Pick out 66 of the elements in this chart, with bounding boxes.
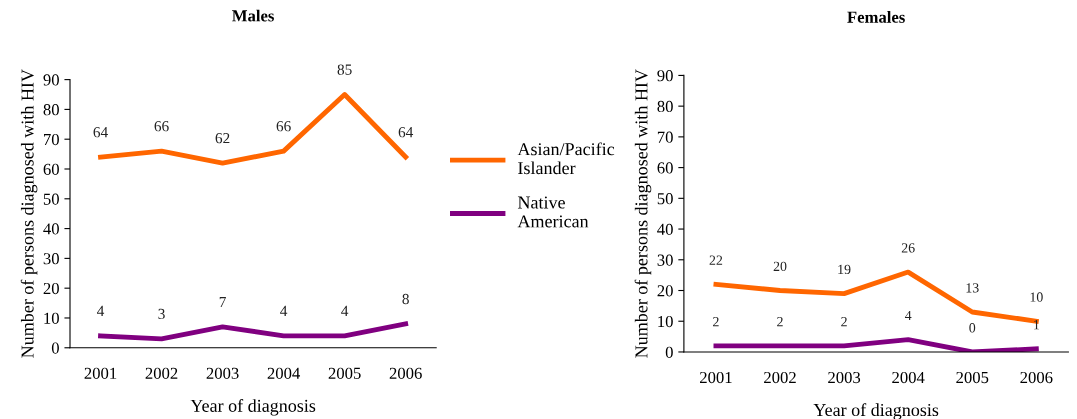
x-tick-label: 2004 [892,371,925,384]
x-tick-label: 2003 [828,371,861,384]
legend-label: Native American [517,196,589,228]
data-label: 0 [969,323,976,333]
chart-title: Males [232,9,274,22]
x-axis-title: Year of diagnosis [190,399,316,416]
x-tick-label: 2005 [328,367,361,379]
data-label: 64 [398,127,414,138]
data-label: 4 [341,305,349,316]
data-label: 13 [966,283,979,293]
data-label: 66 [276,121,291,132]
data-label: 8 [402,293,409,305]
data-label: 22 [709,255,723,265]
x-tick-label: 2002 [145,367,178,379]
y-tick-label: 90 [657,70,673,82]
y-tick-label: 70 [657,131,673,143]
data-label: 26 [901,243,915,253]
data-label: 4 [280,305,288,316]
y-tick-label: 70 [44,133,59,146]
y-tick-label: 0 [665,346,673,358]
x-tick-label: 2006 [389,367,422,379]
y-tick-label: 40 [657,223,673,235]
data-label: 66 [154,121,169,132]
data-label: 64 [93,127,108,138]
y-tick-label: 80 [43,104,59,116]
y-tick-label: 0 [51,342,59,354]
y-axis-title: Number of persons diagnosed with HIV [20,69,38,358]
y-tick-label: 60 [43,163,59,175]
x-tick-label: 2005 [956,371,989,384]
x-axis-title: Year of diagnosis [813,403,939,419]
x-tick-label: 2006 [1020,371,1053,384]
x-tick-label: 2003 [206,367,239,379]
y-axis-title: Number of persons diagnosed with HIV [634,69,652,358]
y-tick-label: 40 [43,223,59,235]
y-tick-label: 10 [44,312,59,324]
data-label: 20 [773,261,787,272]
data-label: 2 [841,316,847,327]
data-label: 3 [158,308,165,320]
data-label: 2 [777,316,783,327]
data-label: 19 [838,264,851,275]
line-series [98,321,409,342]
x-tick-label: 2001 [84,367,117,379]
data-label: 2 [713,316,719,327]
chart-title: Females [847,11,905,23]
data-label: 1 [1034,320,1039,330]
y-tick-label: 90 [43,74,59,86]
data-label: 10 [1030,292,1043,302]
y-tick-label: 50 [43,193,59,205]
y-tick-label: 60 [657,162,673,174]
data-label: 85 [337,64,352,75]
y-tick-label: 20 [657,285,673,297]
data-label: 4 [97,305,105,316]
data-label: 4 [904,310,912,321]
legend-label: Asian/Pacific Islander [517,142,615,175]
y-tick-label: 30 [43,253,59,265]
x-tick-label: 2001 [700,371,732,384]
data-label: 7 [219,296,226,307]
y-tick-label: 50 [657,193,673,205]
x-tick-label: 2004 [267,367,301,379]
y-tick-label: 30 [657,254,673,266]
x-tick-label: 2002 [764,371,796,384]
line-series [713,337,1039,352]
y-tick-label: 10 [658,315,673,328]
y-tick-label: 80 [657,100,673,113]
data-label: 62 [215,133,230,144]
y-tick-label: 20 [43,282,59,295]
